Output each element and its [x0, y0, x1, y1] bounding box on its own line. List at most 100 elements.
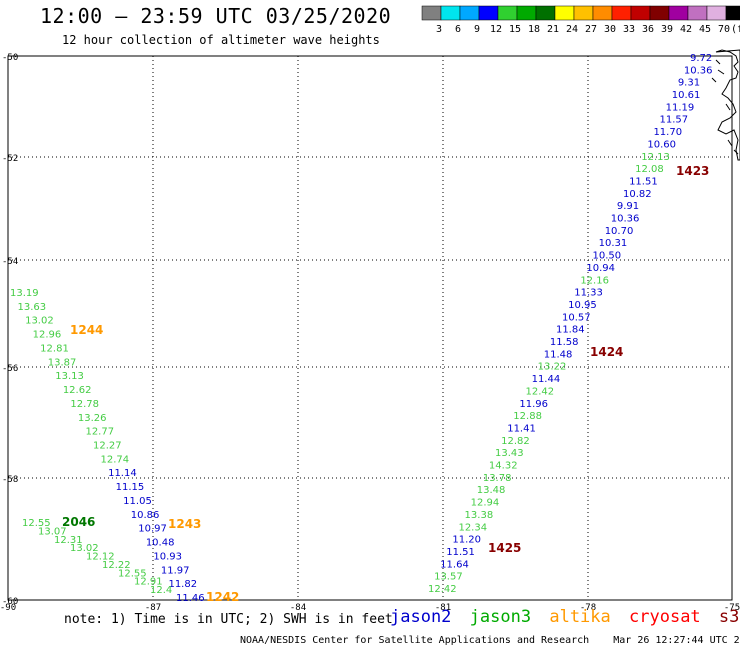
color-scale-label: 21: [547, 24, 559, 35]
wave-height-label: 12.42: [525, 386, 554, 397]
color-scale-label: 36: [642, 24, 654, 35]
wave-height-label: 12.34: [458, 522, 487, 533]
coastline: [711, 49, 740, 161]
lat-tick-label: -50: [2, 53, 18, 63]
lat-tick-label: -60: [2, 597, 18, 607]
wave-height-label: 12.08: [635, 164, 664, 175]
wave-height-label: 12.78: [70, 399, 99, 410]
pass-time-label: 1425: [488, 541, 521, 555]
wave-height-label: 10.86: [131, 510, 160, 521]
lon-tick-label: -87: [145, 603, 161, 613]
wave-height-label: 11.70: [653, 127, 682, 138]
color-scale-label: 70: [718, 24, 730, 35]
wave-height-label: 10.36: [611, 214, 640, 225]
wave-height-label: 12.4: [150, 585, 172, 596]
wave-height-label: 12.88: [513, 411, 542, 422]
wave-height-label: 13.43: [495, 448, 524, 459]
wave-height-label: 13.87: [48, 357, 77, 368]
wave-height-label: 9.31: [678, 78, 700, 89]
wave-height-label: 11.96: [519, 399, 548, 410]
wave-height-label: 11.97: [161, 565, 190, 576]
color-scale-label: 18: [528, 24, 540, 35]
wave-height-label: 11.48: [544, 349, 573, 360]
wave-height-label: 11.64: [440, 559, 469, 570]
wave-height-label: 10.31: [599, 238, 628, 249]
wave-height-label: 11.20: [452, 535, 481, 546]
wave-height-label: 11.44: [532, 374, 561, 385]
color-scale-label: 9: [474, 24, 480, 35]
wave-height-label: 12.55: [22, 518, 51, 529]
color-scale-label: 27: [585, 24, 597, 35]
color-scale-label: 15: [509, 24, 521, 35]
lat-tick-label: -52: [2, 154, 18, 164]
color-scale-label: 24: [566, 24, 578, 35]
legend-cryosat: cryosat: [629, 607, 701, 627]
wave-height-label: 13.38: [465, 510, 494, 521]
color-scale-label: 39: [661, 24, 673, 35]
lon-tick-label: -78: [580, 603, 596, 613]
wave-height-label: 12.13: [641, 152, 670, 163]
wave-height-label: 10.70: [605, 226, 634, 237]
lon-tick-label: -90: [0, 603, 16, 613]
wave-height-label: 12.31: [54, 535, 83, 546]
wave-height-label: 12.55: [118, 568, 147, 579]
wave-height-label: 10.60: [647, 139, 676, 150]
wave-height-label: 12.94: [471, 498, 500, 509]
wave-height-label: 10.95: [568, 300, 597, 311]
wave-height-label: 13.22: [538, 362, 567, 373]
wave-height-label: 13.02: [25, 316, 54, 327]
color-scale-label: 6: [455, 24, 461, 35]
wave-height-label: 12.27: [93, 441, 122, 452]
wave-height-label: 11.57: [660, 115, 689, 126]
wave-height-label: 11.14: [108, 468, 137, 479]
wave-height-label: 11.51: [446, 547, 475, 558]
wave-height-label: 11.46: [176, 593, 205, 604]
axis-tick-labels: -50 -52 -54 -56 -58 -60-90 -87 -84 -81 -78 -75: [0, 53, 740, 613]
wave-height-label: 9.72: [690, 53, 712, 64]
wave-height-label: 9.91: [617, 201, 639, 212]
wave-height-label: 10.97: [138, 524, 167, 535]
wave-height-label: 12.81: [40, 343, 69, 354]
legend-jason3: jason3: [469, 607, 532, 627]
wave-height-label: 12.91: [134, 577, 163, 588]
color-scale-label: (ft): [731, 24, 740, 35]
wave-height-label: 12.77: [85, 427, 114, 438]
wave-height-label: 12.22: [102, 560, 131, 571]
wave-height-label: 11.33: [574, 288, 603, 299]
lat-lon-grid: [7, 55, 733, 601]
lon-tick-label: -81: [435, 603, 451, 613]
wave-height-label: 14.32: [489, 461, 518, 472]
pass-time-label: 1423: [676, 164, 709, 178]
wave-height-label: 10.82: [623, 189, 652, 200]
color-scale-label: 12: [490, 24, 502, 35]
credit-line: NOAA/NESDIS Center for Satellite Applica…: [240, 635, 740, 646]
pass-time-label: 1424: [590, 345, 623, 359]
color-scale-label: 42: [680, 24, 692, 35]
wave-height-label: 12.82: [501, 436, 530, 447]
wave-height-label: 12.12: [86, 552, 115, 563]
lon-tick-label: -84: [290, 603, 306, 613]
legend-s3a: s3a: [718, 607, 740, 627]
wave-height-label: 10.57: [562, 312, 591, 323]
track-right: 9.7210.369.3110.6111.1911.5711.7010.6012…: [428, 53, 713, 595]
footnote: note: 1) Time is in UTC; 2) SWH is in fe…: [64, 612, 393, 627]
wave-height-label: 12.42: [428, 584, 457, 595]
track-bottom-left: 12.5513.0712.3113.0212.1212.2212.5512.91…: [22, 518, 172, 596]
wave-height-label: 12.16: [580, 275, 609, 286]
wave-height-label: 12.96: [33, 330, 62, 341]
wave-height-label: 11.58: [550, 337, 579, 348]
wave-height-label: 11.15: [116, 482, 145, 493]
wave-height-label: 10.61: [672, 90, 701, 101]
track-left: 13.19 13.63 13.02 12.96 12.81 13.87 13.13 12.62…: [10, 288, 205, 604]
lat-tick-label: -58: [2, 475, 18, 485]
wave-height-label: 10.94: [586, 263, 615, 274]
color-swatch: [725, 5, 740, 21]
pass-time-label: 1244: [70, 323, 103, 337]
wave-height-label: 12.74: [101, 454, 130, 465]
color-scale-label: 30: [604, 24, 616, 35]
page-subtitle: 12 hour collection of altimeter wave hei…: [62, 33, 380, 47]
pass-time-labels: 1244 2046 1243 1242 1423 1424 1425: [62, 164, 709, 604]
lat-tick-label: -54: [2, 257, 18, 267]
wave-height-label: 11.41: [507, 423, 536, 434]
